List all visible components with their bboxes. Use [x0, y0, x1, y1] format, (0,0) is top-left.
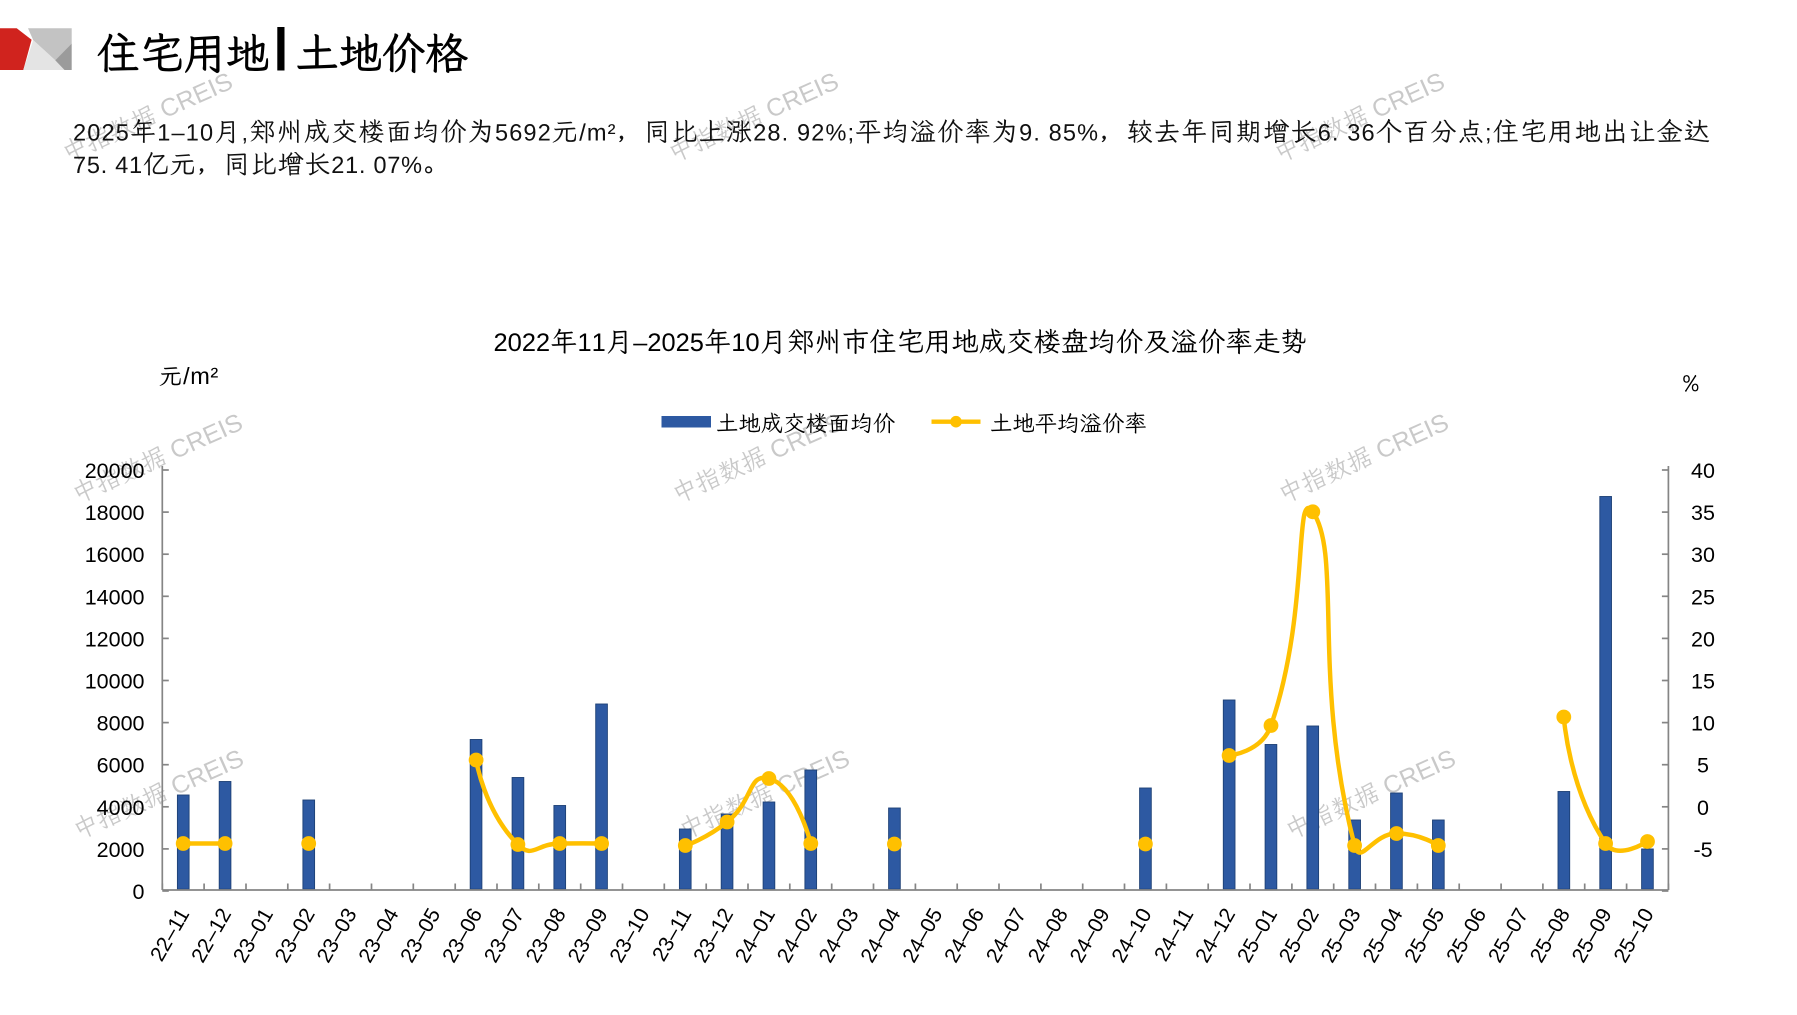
svg-text:16000: 16000: [85, 543, 145, 567]
svg-text:20: 20: [1691, 627, 1715, 651]
svg-text:30: 30: [1691, 543, 1715, 567]
svg-text:18000: 18000: [85, 501, 145, 525]
svg-text:6000: 6000: [97, 754, 145, 778]
svg-text:10: 10: [1691, 712, 1715, 736]
svg-text:14000: 14000: [85, 585, 145, 609]
svg-text:12000: 12000: [85, 627, 145, 651]
svg-text:2000: 2000: [97, 838, 145, 862]
svg-text:-5: -5: [1693, 838, 1712, 862]
svg-text:20000: 20000: [85, 459, 145, 483]
svg-text:25: 25: [1691, 585, 1715, 609]
svg-text:8000: 8000: [97, 712, 145, 736]
svg-text:5: 5: [1697, 754, 1709, 778]
svg-text:0: 0: [133, 880, 145, 904]
svg-text:15: 15: [1691, 670, 1715, 694]
svg-text:40: 40: [1691, 459, 1715, 483]
svg-text:35: 35: [1691, 501, 1715, 525]
svg-text:0: 0: [1697, 796, 1709, 820]
svg-text:10000: 10000: [85, 670, 145, 694]
svg-text:4000: 4000: [97, 796, 145, 820]
